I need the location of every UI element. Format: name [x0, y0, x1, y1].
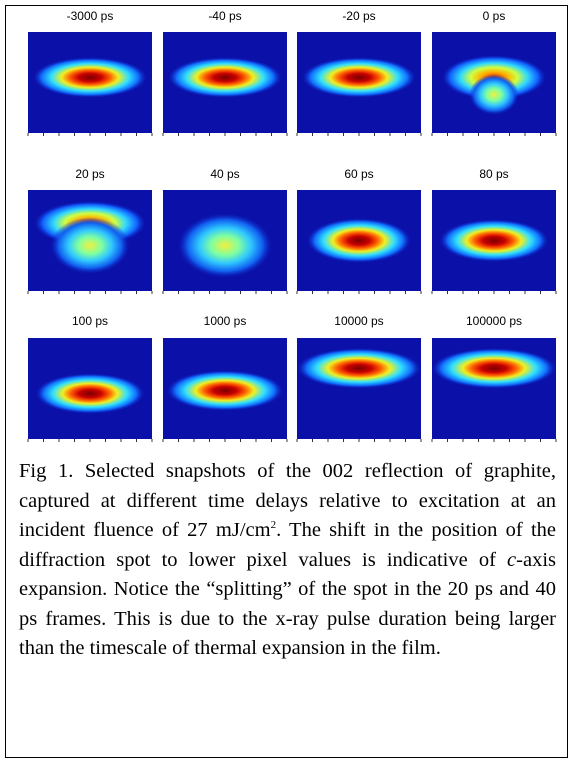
diffraction-spot	[307, 218, 411, 262]
spot-group	[432, 348, 556, 388]
panel-label: 20 ps	[75, 167, 104, 181]
figure-panels: -3000 ps -40 ps -20 ps 0 ps 20 ps 40 ps 60 ps 8…	[0, 0, 575, 450]
panel-label: 1000 ps	[204, 314, 247, 328]
figure-caption: Fig 1. Selected snapshots of the 002 ref…	[19, 457, 556, 664]
diffraction-image	[297, 338, 421, 442]
caption-italic: c	[507, 549, 516, 571]
spot-group	[167, 370, 284, 410]
panel-label: 100000 ps	[466, 314, 522, 328]
diffraction-spot	[432, 348, 556, 388]
panel-label: 0 ps	[483, 9, 506, 23]
panel-label: -20 ps	[342, 9, 375, 23]
diffraction-image	[432, 338, 556, 442]
panel-label: 60 ps	[344, 167, 373, 181]
spot-group	[302, 57, 416, 97]
diffraction-spot	[302, 57, 416, 97]
diffraction-image	[28, 338, 152, 442]
diffraction-spot	[297, 348, 421, 388]
diffraction-spot	[469, 74, 519, 114]
diffraction-spot	[50, 217, 129, 274]
spot-group	[178, 213, 272, 278]
diffraction-image	[28, 32, 152, 136]
diffraction-image	[297, 190, 421, 294]
diffraction-image	[432, 32, 556, 136]
spot-group	[297, 348, 421, 388]
spot-group	[439, 219, 548, 261]
diffraction-image	[432, 190, 556, 294]
diffraction-image	[163, 338, 287, 442]
panel-label: -3000 ps	[67, 9, 114, 23]
diffraction-spot	[168, 57, 282, 97]
diffraction-spot	[35, 373, 144, 413]
page: -3000 ps -40 ps -20 ps 0 ps 20 ps 40 ps 60 ps 8…	[0, 0, 575, 765]
diffraction-image	[163, 32, 287, 136]
diffraction-spot	[439, 219, 548, 261]
panel-label: 80 ps	[479, 167, 508, 181]
panel-label: 100 ps	[72, 314, 108, 328]
diffraction-image	[28, 190, 152, 294]
panel-label: 10000 ps	[334, 314, 383, 328]
panel-label: -40 ps	[208, 9, 241, 23]
spot-group	[307, 218, 411, 262]
diffraction-spot	[33, 57, 147, 97]
spot-group	[168, 57, 282, 97]
spot-group	[35, 373, 144, 413]
diffraction-image	[163, 190, 287, 294]
panel-label: 40 ps	[210, 167, 239, 181]
diffraction-spot	[167, 370, 284, 410]
diffraction-image	[297, 32, 421, 136]
diffraction-spot	[178, 213, 272, 278]
spot-group	[33, 57, 147, 97]
